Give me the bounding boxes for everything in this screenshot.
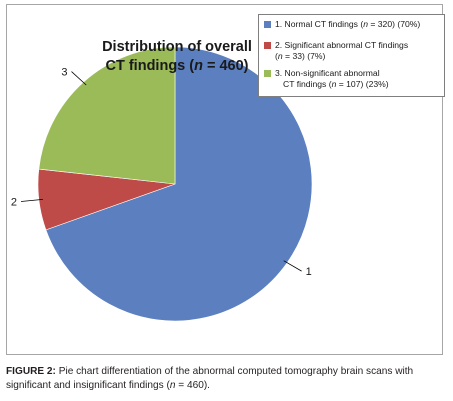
- chart-title-line2-suffix: = 460): [202, 58, 249, 74]
- legend-value-significant: = 33) (7%): [282, 50, 326, 61]
- legend-n-normal: n: [363, 19, 368, 29]
- legend-swatch-nonsignificant: [264, 70, 271, 77]
- legend-n-nonsignificant: n: [331, 78, 337, 89]
- leader-line-1: [283, 260, 302, 272]
- pie-chart: 1 2 3: [11, 46, 313, 322]
- chart-title-line1: Distribution of overall: [102, 39, 252, 55]
- pie-slices: [37, 46, 313, 322]
- caption-end: = 460).: [175, 380, 210, 391]
- legend-swatch-significant: [264, 42, 271, 49]
- caption-n: n: [169, 380, 176, 391]
- legend-label-significant: 2. Significant abnormal CT findings: [275, 40, 409, 50]
- chart-frame: 1 2 3 Distribution of overall CT findings …: [6, 4, 445, 355]
- chart-legend: 1. Normal CT findings (n = 320) (70%) 2.…: [258, 14, 445, 97]
- slice-label-2: 2: [11, 197, 17, 209]
- legend-label-normal: 1. Normal CT findings (: [275, 19, 364, 29]
- figure-caption: FIGURE 2: Pie chart differentiation of t…: [6, 365, 450, 393]
- legend-value-nonsignificant: = 107) (23%): [336, 78, 389, 89]
- chart-title-n: n: [194, 58, 203, 74]
- legend-value-normal: = 320) (70%): [367, 19, 421, 29]
- legend-n-significant: n: [277, 50, 283, 61]
- pie-slice-labels: 1 2 3: [11, 67, 312, 279]
- figure-label: FIGURE 2:: [6, 366, 56, 377]
- slice-label-1: 1: [306, 266, 312, 278]
- leader-line-2: [20, 199, 43, 202]
- chart-title-line2-prefix: CT findings (: [105, 58, 195, 74]
- legend-label-nonsignificant: 3. Non-significant abnormal: [275, 68, 380, 78]
- chart-title: Distribution of overall CT findings (n =…: [100, 38, 254, 76]
- leader-line-3: [71, 71, 87, 86]
- caption-text: Pie chart differentiation of the abnorma…: [6, 366, 414, 391]
- legend-swatch-normal: [264, 21, 271, 28]
- pie-slice-nonsignificant: [38, 46, 176, 185]
- slice-label-3: 3: [61, 67, 67, 79]
